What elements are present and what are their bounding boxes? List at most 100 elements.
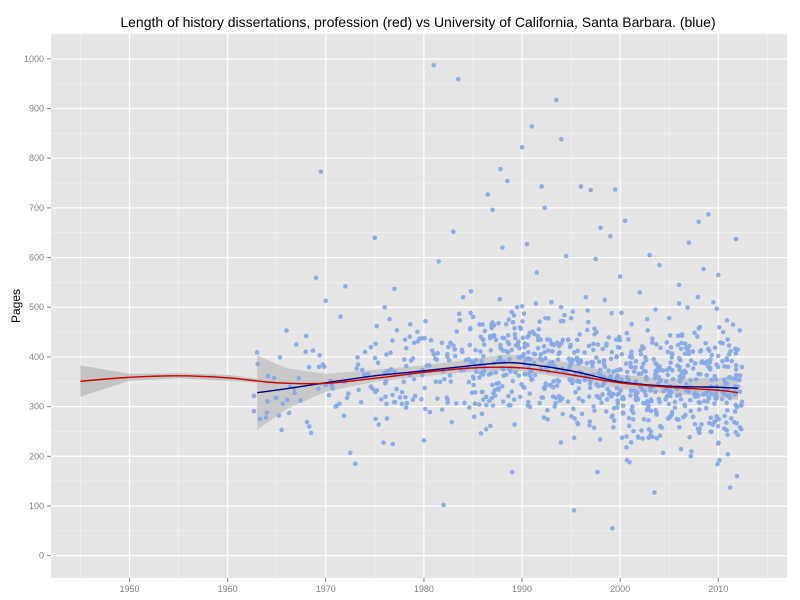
data-point: [489, 325, 494, 331]
data-point: [672, 405, 678, 410]
data-point: [640, 436, 645, 441]
data-point: [554, 97, 559, 103]
data-point: [737, 389, 743, 394]
data-point: [737, 373, 743, 378]
data-point: [630, 417, 636, 422]
data-point: [604, 397, 610, 402]
data-point: [665, 349, 670, 355]
data-point: [672, 399, 678, 405]
data-point: [695, 294, 701, 300]
data-point: [537, 356, 543, 361]
data-point: [739, 426, 744, 432]
data-point: [446, 344, 451, 350]
data-point: [650, 340, 655, 345]
data-point: [654, 435, 660, 441]
data-point: [724, 420, 729, 426]
data-point: [541, 415, 547, 420]
data-point: [615, 344, 621, 350]
data-point: [403, 363, 409, 369]
data-point: [653, 368, 658, 374]
data-point: [505, 178, 510, 184]
data-point: [703, 405, 709, 411]
data-point: [734, 473, 740, 479]
data-point: [568, 315, 574, 321]
data-point: [254, 350, 260, 355]
data-point: [734, 404, 740, 410]
data-point: [664, 379, 669, 384]
data-point: [433, 379, 439, 384]
data-point: [372, 235, 378, 240]
data-point: [558, 304, 564, 310]
data-point: [473, 369, 479, 375]
data-point: [468, 288, 474, 294]
data-point: [368, 384, 374, 389]
y-tick-label: 400: [29, 352, 44, 362]
data-point: [594, 355, 599, 361]
data-point: [545, 348, 551, 353]
data-point: [615, 398, 620, 403]
data-point: [539, 184, 544, 189]
data-point: [588, 187, 594, 193]
data-point: [255, 361, 260, 367]
data-point: [616, 391, 622, 396]
data-point: [479, 411, 485, 417]
data-point: [568, 342, 574, 348]
data-point: [598, 372, 603, 378]
data-point: [677, 424, 682, 430]
data-point: [520, 335, 526, 341]
data-point: [626, 337, 631, 342]
data-point: [725, 432, 730, 438]
data-point: [498, 345, 503, 351]
data-point: [506, 341, 512, 347]
data-point: [568, 361, 574, 367]
data-point: [608, 373, 613, 379]
data-point: [683, 388, 689, 393]
data-point: [603, 409, 609, 414]
data-point: [444, 395, 450, 400]
data-point: [709, 391, 715, 397]
data-point: [683, 345, 689, 351]
data-point: [517, 355, 523, 360]
data-point: [670, 368, 675, 373]
data-point: [556, 394, 562, 399]
data-point: [657, 262, 662, 268]
data-point: [557, 350, 562, 355]
data-point: [251, 408, 257, 414]
data-point: [615, 373, 621, 378]
data-point: [733, 367, 739, 372]
data-point: [323, 298, 329, 304]
data-point: [403, 345, 409, 351]
data-point: [373, 416, 378, 422]
data-point: [732, 409, 738, 414]
data-point: [646, 435, 651, 441]
data-point: [686, 240, 692, 245]
data-point: [384, 352, 389, 357]
data-point: [401, 379, 407, 385]
data-point: [284, 328, 289, 333]
data-point: [445, 351, 450, 357]
data-point: [263, 415, 269, 420]
data-point: [313, 275, 319, 281]
data-point: [601, 361, 607, 367]
data-point: [454, 329, 460, 334]
data-point: [601, 380, 607, 386]
data-point: [355, 362, 361, 367]
data-point: [727, 374, 733, 380]
data-point: [525, 342, 530, 348]
data-point: [265, 399, 270, 404]
data-point: [638, 384, 643, 390]
data-point: [715, 364, 721, 370]
data-point: [733, 236, 739, 242]
data-point: [614, 354, 619, 360]
data-point: [638, 371, 644, 377]
x-tick-label: 2010: [708, 584, 728, 594]
data-point: [505, 332, 511, 338]
data-point: [724, 427, 729, 433]
data-point: [688, 377, 693, 383]
data-point: [326, 392, 332, 398]
data-point: [665, 372, 671, 378]
data-point: [722, 377, 727, 383]
data-point: [506, 393, 511, 399]
data-point: [521, 351, 527, 357]
data-point: [570, 380, 575, 386]
